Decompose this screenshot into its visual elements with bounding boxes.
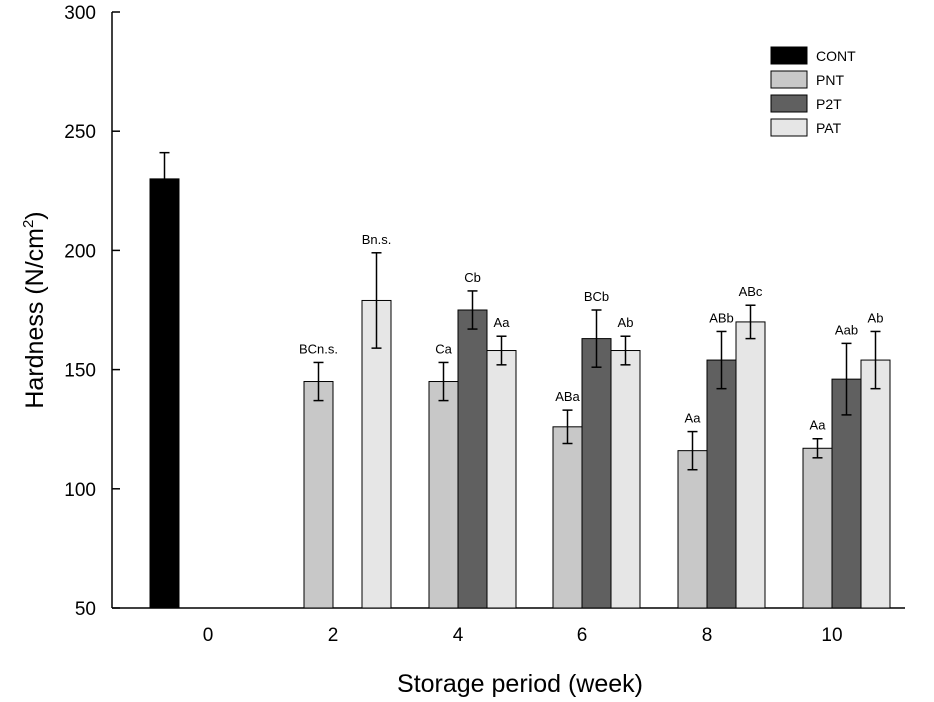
bar-pnt: [303, 381, 334, 609]
bar-pat: [735, 321, 766, 609]
y-axis-title-main: Hardness (N/cm: [21, 228, 49, 409]
bar-pnt: [802, 447, 833, 609]
x-tick-label: 2: [328, 625, 339, 646]
bar-pat: [610, 350, 641, 609]
x-tick-label: 6: [577, 625, 588, 646]
legend-swatch-pat: [770, 118, 808, 137]
bar-annotation: BCb: [584, 289, 609, 304]
bar-annotation: Ab: [868, 310, 884, 325]
legend-swatch-p2t: [770, 94, 808, 113]
y-tick-label: 100: [64, 480, 96, 501]
legend-label-cont: CONT: [816, 48, 856, 64]
bar-annotation: Ab: [618, 315, 634, 330]
bar-annotation: Aa: [494, 315, 511, 330]
legend-label-pnt: PNT: [816, 72, 844, 88]
bar-cont: [149, 178, 180, 609]
x-tick-label: 0: [203, 625, 214, 646]
x-tick-label: 8: [702, 625, 713, 646]
x-tick-label: 10: [821, 625, 842, 646]
y-tick-label: 250: [64, 122, 96, 143]
legend-label-pat: PAT: [816, 120, 842, 136]
bar-pnt: [552, 426, 583, 609]
bar-annotation: Aa: [685, 411, 702, 426]
bar-pnt: [677, 450, 708, 609]
bar-annotation: BCn.s.: [299, 341, 338, 356]
y-ticks: 50 100 150 200 250 300: [64, 3, 120, 620]
bar-annotations: BCn.s. Ca ABa Aa Aa Cb BCb ABb Aab Bn.s. Aa Ab ABc Ab: [299, 232, 883, 433]
bar-annotation: ABc: [739, 284, 763, 299]
bar-pnt: [428, 381, 459, 609]
bar-p2t: [457, 309, 488, 609]
y-tick-label: 300: [64, 3, 96, 24]
bar-annotation: Ca: [435, 341, 452, 356]
x-ticks: 0 2 4 6 8 10: [203, 625, 843, 646]
bar-annotation: ABa: [555, 389, 580, 404]
bar-annotation: Bn.s.: [362, 232, 392, 247]
bar-annotation: ABb: [709, 310, 734, 325]
bar-annotation: Aa: [810, 418, 827, 433]
y-axis-title-superscript: 2: [20, 220, 37, 228]
y-tick-label: 150: [64, 361, 96, 382]
bars: [149, 151, 891, 609]
bar-p2t: [581, 338, 612, 609]
bar-annotation: Aab: [835, 322, 858, 337]
y-tick-label: 50: [75, 599, 96, 620]
y-tick-label: 200: [64, 241, 96, 262]
legend-swatch-cont: [770, 46, 808, 65]
legend-label-p2t: P2T: [816, 96, 842, 112]
legend-swatch-pnt: [770, 70, 808, 89]
x-axis-title: Storage period (week): [397, 670, 643, 698]
bar-p2t: [706, 359, 737, 609]
bar-annotation: Cb: [464, 270, 481, 285]
bar-pat: [361, 299, 392, 609]
x-tick-label: 4: [453, 625, 464, 646]
bar-pat: [486, 350, 517, 609]
legend: CONT PNT P2T PAT: [770, 46, 856, 137]
y-axis-title: Hardness (N/cm2): [20, 211, 49, 408]
bar-pat: [860, 359, 891, 609]
y-axis-title-suffix: ): [21, 211, 49, 219]
